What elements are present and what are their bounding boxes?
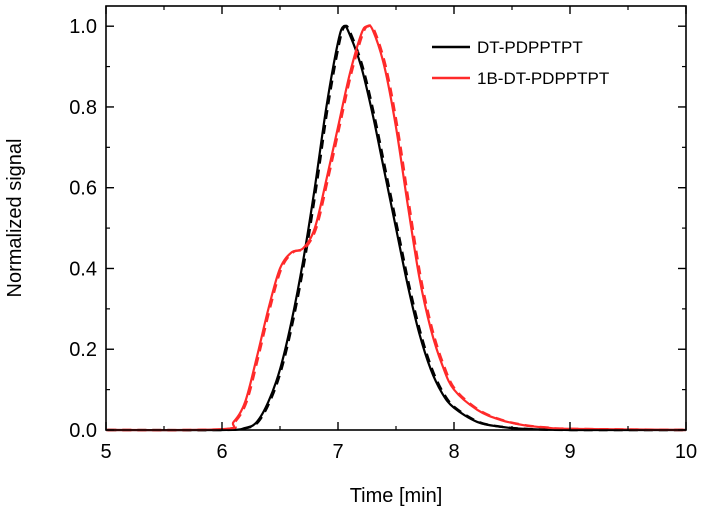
y-tick-label: 0.0 bbox=[69, 420, 97, 442]
x-tick-label: 7 bbox=[332, 441, 343, 463]
legend: DT-PDPPTPT 1B-DT-PDPPTPT bbox=[432, 38, 609, 88]
y-axis-ticks: 0.0 0.2 0.4 0.6 0.8 1.0 bbox=[69, 16, 686, 442]
x-tick-label: 5 bbox=[100, 441, 111, 463]
y-tick-label: 0.6 bbox=[69, 178, 97, 200]
y-tick-label: 0.8 bbox=[69, 97, 97, 119]
legend-label-1b-dt-pdpptpt: 1B-DT-PDPPTPT bbox=[477, 69, 609, 88]
x-tick-label: 6 bbox=[216, 441, 227, 463]
x-tick-label: 9 bbox=[564, 441, 575, 463]
series-line-1b-dt-pdpptpt bbox=[105, 24, 687, 432]
x-tick-label: 8 bbox=[448, 441, 459, 463]
y-tick-label: 1.0 bbox=[69, 16, 97, 38]
y-axis-title: Normalized signal bbox=[4, 139, 26, 298]
x-tick-label: 10 bbox=[675, 441, 697, 463]
y-tick-label: 0.4 bbox=[69, 258, 97, 280]
legend-label-dt-pdpptpt: DT-PDPPTPT bbox=[477, 38, 583, 57]
x-axis-ticks: 5 6 7 8 9 10 bbox=[100, 6, 697, 463]
plot-area bbox=[105, 24, 688, 432]
series-line-dt-pdpptpt bbox=[105, 24, 687, 432]
x-axis-title: Time [min] bbox=[350, 485, 443, 507]
series-dashed-dt-pdpptpt bbox=[107, 24, 688, 432]
y-tick-label: 0.2 bbox=[69, 339, 97, 361]
